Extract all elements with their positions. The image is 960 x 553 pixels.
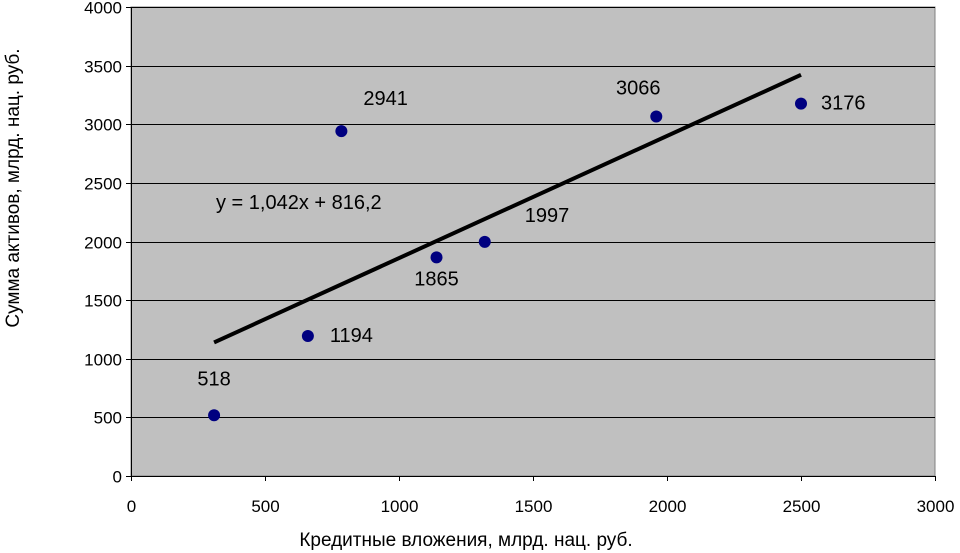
y-tick-label: 4000 — [84, 0, 122, 18]
x-tick-label: 500 — [251, 497, 279, 516]
data-label: 1865 — [414, 268, 459, 290]
trendline-equation: y = 1,042x + 816,2 — [216, 192, 382, 214]
plot-area — [130, 6, 936, 477]
x-tick-label: 1000 — [381, 497, 419, 516]
data-point — [208, 409, 221, 422]
data-label: 1997 — [525, 205, 570, 227]
x-tick-label: 3000 — [917, 497, 955, 516]
data-label: 2941 — [363, 88, 408, 110]
data-point — [478, 235, 491, 248]
y-tick-label: 1500 — [84, 292, 122, 311]
y-tick-label: 1000 — [84, 351, 122, 370]
data-point — [650, 110, 663, 123]
data-point — [430, 251, 443, 264]
x-tick-label: 2000 — [649, 497, 687, 516]
data-label: 518 — [197, 368, 230, 390]
data-label: 1194 — [330, 325, 373, 347]
x-tick-label: 0 — [127, 497, 136, 516]
x-tick-label: 1500 — [515, 497, 553, 516]
y-tick-label: 2000 — [84, 234, 122, 253]
trendline — [213, 73, 802, 345]
y-tick-label: 500 — [94, 409, 122, 428]
y-tick-label: 3500 — [84, 58, 122, 77]
data-label: 3176 — [821, 93, 866, 115]
x-axis-title: Кредитные вложения, млрд. нац. руб. — [299, 530, 633, 551]
y-tick-label: 3000 — [84, 116, 122, 135]
data-point — [795, 97, 807, 110]
data-label: 3066 — [616, 78, 661, 100]
data-point — [335, 125, 348, 138]
y-tick-label: 2500 — [84, 175, 122, 194]
y-axis-title: Сумма активов, млрд. нац. руб. — [3, 48, 24, 328]
data-point — [301, 330, 314, 343]
x-tick-label: 2500 — [783, 497, 821, 516]
y-tick-label: 0 — [113, 468, 122, 487]
